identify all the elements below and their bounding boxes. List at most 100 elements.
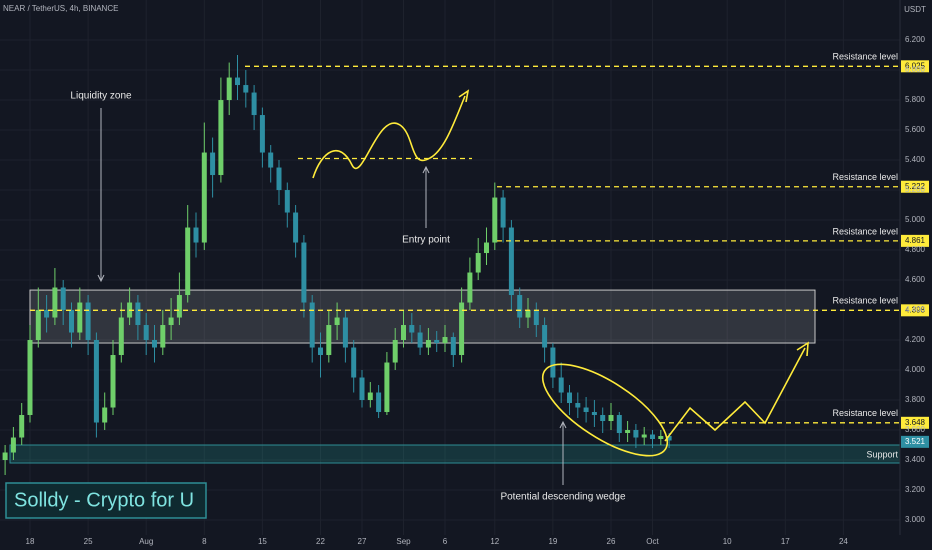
- watermark-box: [5, 482, 207, 519]
- candle-body: [591, 412, 597, 416]
- candle-body: [367, 392, 373, 401]
- candle-body: [359, 377, 365, 401]
- projection-path: [664, 347, 806, 442]
- currency: USDT: [904, 5, 926, 14]
- arrow-head: [97, 274, 105, 283]
- candle-body: [268, 152, 274, 168]
- y-tick-label: 5.400: [905, 155, 926, 164]
- x-tick-label: 24: [839, 537, 848, 546]
- candle-body: [284, 190, 290, 213]
- candle-body: [118, 317, 124, 356]
- y-tick-label: 5.800: [905, 95, 926, 104]
- arrow-head: [422, 165, 430, 174]
- candle-body: [650, 434, 655, 440]
- annotation: Entry point: [402, 235, 450, 246]
- level-label: Resistance level: [832, 226, 898, 236]
- candle-body: [517, 295, 523, 318]
- candle-body: [276, 167, 282, 191]
- arrow-head: [796, 341, 809, 357]
- candle-body: [135, 302, 141, 326]
- x-tick-label: 18: [26, 537, 35, 546]
- candle-body: [425, 340, 431, 348]
- candle-body: [2, 452, 8, 461]
- level-label: Resistance level: [832, 296, 898, 306]
- candle-body: [77, 302, 83, 333]
- candle-body: [243, 85, 249, 93]
- level-price-box: [901, 234, 929, 247]
- annotation: Liquidity zone: [70, 91, 132, 102]
- drawings: [312, 89, 809, 457]
- y-tick-label: 4.000: [905, 365, 926, 374]
- candle-body: [69, 310, 74, 333]
- x-tick-label: 27: [358, 537, 367, 546]
- candle-body: [235, 77, 240, 86]
- candle-body: [10, 437, 16, 453]
- candle-body: [583, 407, 589, 413]
- candle-body: [401, 325, 406, 341]
- y-tick-label: 6.200: [905, 35, 926, 44]
- support-label: Support: [866, 449, 898, 459]
- candle-body: [575, 403, 581, 408]
- candle-body: [102, 407, 108, 423]
- candle-body: [60, 287, 66, 311]
- y-tick-label: 3.600: [905, 425, 926, 434]
- y-tick-label: 3.400: [905, 455, 926, 464]
- arrow-head: [559, 420, 567, 429]
- candle-body: [210, 152, 216, 176]
- level-label: Resistance level: [832, 172, 898, 182]
- candle-body: [376, 392, 382, 413]
- candle-body: [442, 337, 448, 344]
- y-tick-label: 3.200: [905, 485, 926, 494]
- y-tick-label: 4.200: [905, 335, 926, 344]
- candle-body: [558, 377, 564, 393]
- candle-body: [185, 227, 191, 296]
- candle-body: [226, 77, 232, 101]
- candle-body: [27, 340, 33, 416]
- last-price: 3.521: [905, 437, 926, 446]
- candle-body: [342, 317, 348, 348]
- candle-body: [193, 227, 199, 243]
- candle-body: [251, 92, 257, 116]
- x-tick-label: Aug: [139, 537, 153, 546]
- candle-body: [409, 325, 415, 333]
- candle-body: [293, 212, 299, 243]
- y-tick-label: 5.600: [905, 125, 926, 134]
- candle-body: [542, 325, 548, 348]
- x-tick-label: 26: [607, 537, 616, 546]
- candle-body: [160, 325, 166, 348]
- x-tick-label: 8: [202, 537, 207, 546]
- candle-body: [35, 310, 41, 341]
- candle-body: [392, 340, 398, 363]
- level-label: Resistance level: [832, 52, 898, 62]
- header: NEAR / TetherUS, 4h, BINANCE: [3, 4, 118, 13]
- level-price-box: [901, 180, 929, 193]
- level-price: 3.648: [905, 418, 926, 427]
- candle-body: [334, 317, 340, 326]
- candle-body: [259, 115, 265, 153]
- x-tick-label: 22: [316, 537, 325, 546]
- support-zone: [9, 444, 901, 464]
- candle-body: [616, 415, 622, 434]
- candle-body: [600, 415, 606, 422]
- x-tick-label: 15: [258, 537, 267, 546]
- wedge-ellipse: [541, 363, 669, 457]
- candle-body: [19, 415, 25, 438]
- candle-body: [384, 362, 390, 413]
- candle-body: [318, 347, 323, 356]
- candle-body: [658, 436, 664, 440]
- candle-body: [176, 295, 182, 318]
- candle-body: [550, 347, 556, 378]
- candle-body: [450, 337, 456, 356]
- level-price-box: [901, 304, 929, 317]
- x-tick-label: 19: [548, 537, 557, 546]
- level-label: Resistance level: [832, 408, 898, 418]
- level-price: 6.025: [905, 61, 926, 70]
- candle-body: [459, 302, 465, 356]
- level-price-box: [901, 60, 929, 73]
- levels: Resistance level 6.025 Resistance level 5.2…: [30, 52, 929, 448]
- level-price: 4.398: [905, 305, 926, 314]
- y-tick-label: 4.400: [905, 305, 926, 314]
- wave-path: [312, 95, 466, 179]
